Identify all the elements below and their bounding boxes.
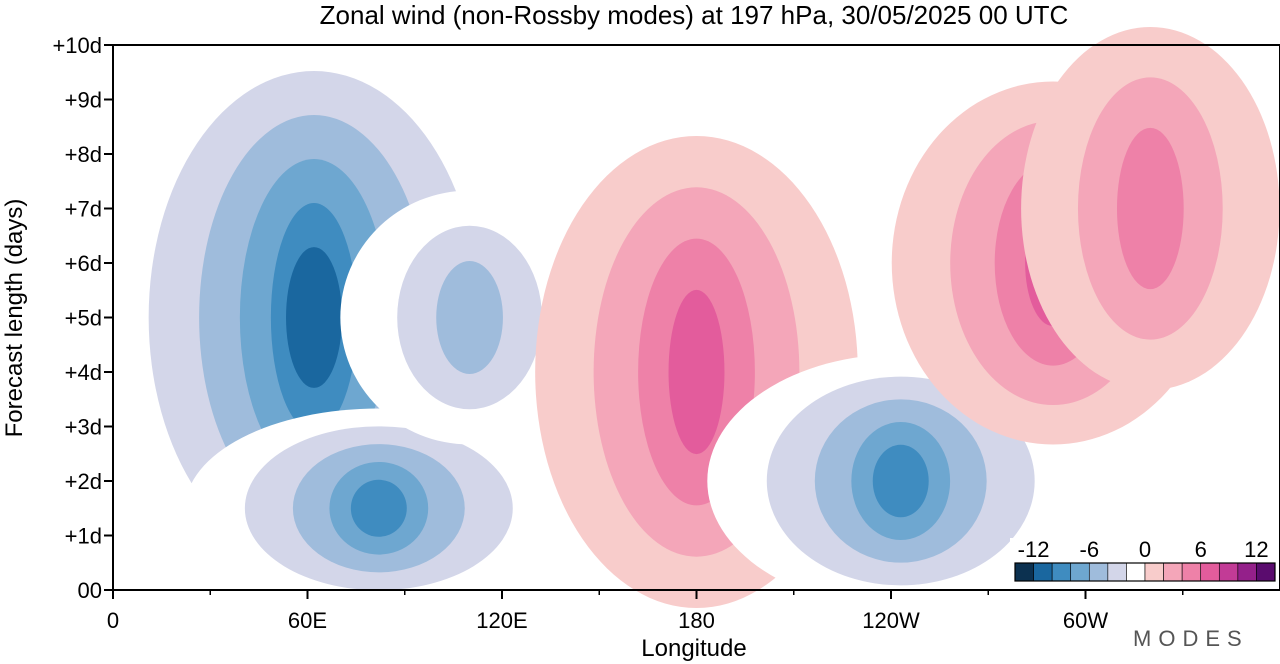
x-tick-label: 120W [862, 608, 920, 633]
contour-fields [88, 27, 1280, 608]
x-tick-label: 60W [1063, 608, 1108, 633]
contour-region [286, 247, 342, 388]
colorbar-frame [1014, 562, 1276, 582]
colorbar-swatch [1088, 562, 1109, 582]
x-tick-label: 0 [107, 608, 119, 633]
colorbar-swatch [1144, 562, 1164, 582]
y-tick-label: +5d [65, 306, 102, 331]
colorbar-tick-label: 6 [1195, 537, 1207, 562]
x-tick-label: 180 [678, 608, 715, 633]
y-tick-label: +6d [65, 251, 102, 276]
y-tick-label: +4d [65, 360, 102, 385]
x-axis-label: Longitude [641, 635, 746, 662]
y-tick-label: +3d [65, 415, 102, 440]
colorbar-swatch [1200, 562, 1220, 582]
y-tick-label: +7d [65, 197, 102, 222]
contour-region [1116, 127, 1184, 290]
y-tick-label: +9d [65, 88, 102, 113]
colorbar-tick-label: 0 [1139, 537, 1151, 562]
colorbar-swatch [1237, 562, 1257, 582]
contour-region [350, 479, 407, 537]
colorbar-swatch [1107, 562, 1127, 582]
y-tick-label: +10d [52, 33, 102, 58]
colorbar-swatch [1033, 562, 1053, 582]
colorbar-swatch [1181, 562, 1202, 582]
colorbar-swatch [1163, 562, 1183, 582]
y-axis-label: Forecast length (days) [1, 199, 28, 438]
y-tick-label: +8d [65, 142, 102, 167]
y-tick-label: +2d [65, 469, 102, 494]
x-tick-label: 60E [288, 608, 327, 633]
colorbar-swatch [1218, 562, 1239, 582]
y-tick-label: +1d [65, 524, 102, 549]
colorbar-legend: -12 -6 0 6 12 [1010, 537, 1276, 588]
y-axis: 00 +1d +2d +3d +4d +5d +6d +7d +8d +9d +10d [52, 33, 113, 603]
contour-region [872, 444, 929, 518]
chart-title: Zonal wind (non-Rossby modes) at 197 hPa… [320, 0, 1069, 30]
colorbar-swatch [1014, 562, 1034, 582]
colorbar-swatch [1256, 562, 1276, 582]
contour-region [436, 261, 503, 374]
x-tick-label: 120E [476, 608, 527, 633]
colorbar-tick-label: -6 [1080, 537, 1100, 562]
y-tick-label: 00 [78, 578, 102, 603]
x-axis: 0 60E 120E 180 120W 60W [107, 590, 1184, 633]
colorbar-tick-label: -12 [1018, 537, 1050, 562]
colorbar-swatch [1051, 562, 1072, 582]
brand-logo: MODES [1133, 626, 1249, 651]
contour-region [668, 289, 725, 455]
plot-area [88, 27, 1280, 608]
colorbar-swatch [1070, 562, 1090, 582]
colorbar-tick-label: 12 [1244, 537, 1268, 562]
colorbar-swatch [1126, 562, 1146, 582]
